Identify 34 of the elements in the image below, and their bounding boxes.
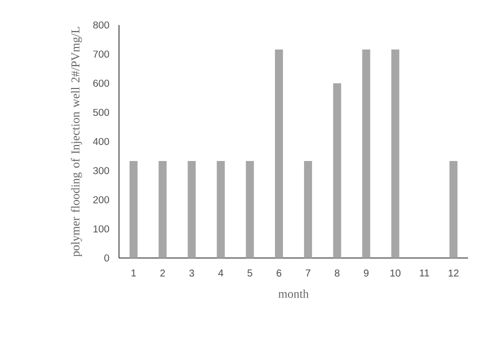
bar — [362, 49, 370, 258]
y-tick-label: 500 — [93, 108, 110, 116]
y-tick-label: 600 — [93, 80, 110, 87]
y-tick-label: 800 — [93, 21, 110, 29]
y-axis-title: polymer flooding of Injection well 2#/PVmg/L — [70, 26, 82, 257]
y-tick-label: 200 — [93, 196, 110, 204]
x-tick-label: 6 — [276, 270, 282, 277]
x-tick-label: 7 — [306, 270, 310, 276]
y-tick-label: 100 — [94, 225, 110, 232]
x-tick-label: 3 — [189, 270, 194, 277]
bar — [274, 49, 283, 258]
x-tick-label: 10 — [390, 270, 400, 277]
x-tick-label: 9 — [364, 270, 369, 277]
y-tick-label: 700 — [93, 50, 110, 58]
bar — [304, 161, 312, 258]
x-axis-title: month — [278, 289, 309, 298]
y-tick-label: 0 — [104, 254, 110, 262]
bar — [130, 161, 138, 258]
bar — [188, 161, 196, 258]
y-tick-label: 400 — [93, 138, 110, 146]
bar — [246, 161, 254, 258]
x-tick-label: 1 — [132, 270, 136, 276]
bar — [216, 161, 225, 258]
bar — [158, 161, 167, 258]
x-tick-label: 4 — [218, 270, 224, 276]
x-tick-label: 12 — [448, 270, 459, 276]
bar — [449, 161, 458, 258]
x-tick-label: 2 — [160, 270, 165, 276]
bar — [333, 83, 342, 258]
x-tick-label: 5 — [248, 270, 252, 276]
y-tick-label: 300 — [93, 167, 110, 174]
x-tick-label: 8 — [334, 270, 340, 277]
x-tick-label: 11 — [420, 270, 430, 276]
bar — [391, 49, 400, 258]
